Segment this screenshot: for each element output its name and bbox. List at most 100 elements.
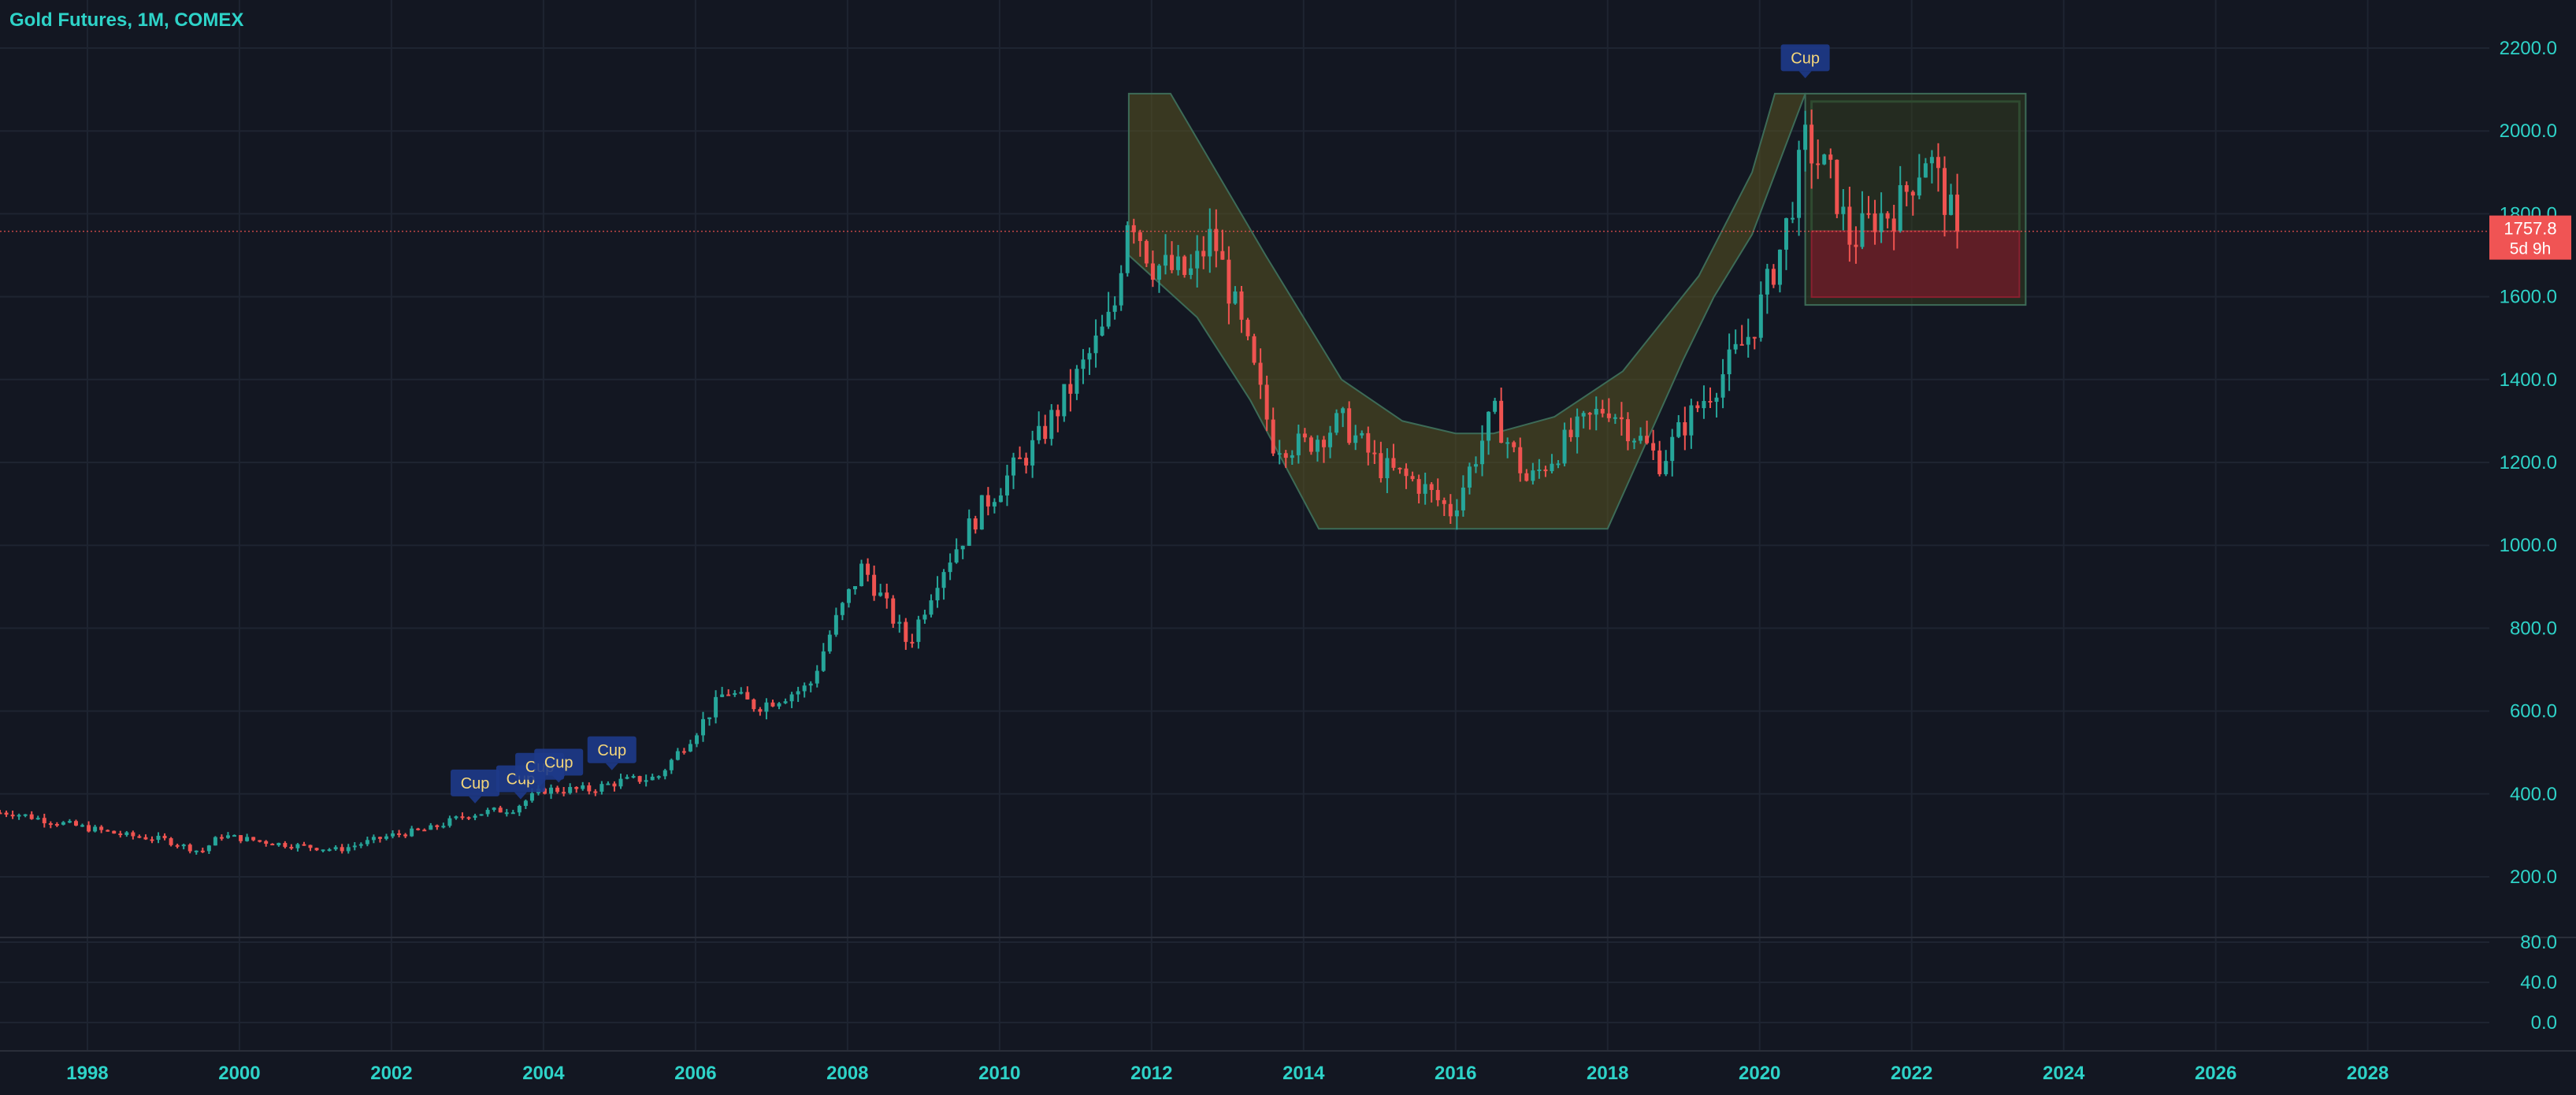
candle-down	[403, 834, 408, 837]
candle-up	[517, 805, 522, 813]
candle-up	[948, 562, 952, 573]
candle-up	[840, 603, 844, 615]
cup-label-text: Cup	[1791, 50, 1820, 67]
candle-up	[581, 785, 585, 789]
x-tick-label: 2014	[1282, 1063, 1325, 1084]
candle-up	[1860, 213, 1865, 247]
candle-down	[1910, 191, 1915, 196]
cup-pattern	[1127, 92, 2027, 530]
candle-down	[10, 815, 15, 817]
candle-down	[137, 836, 142, 838]
candle-down	[562, 792, 566, 794]
candle-down	[574, 787, 579, 789]
candle-up	[384, 836, 388, 839]
candle-down	[1397, 467, 1402, 470]
candle-down	[1308, 437, 1313, 452]
candle-down	[612, 783, 617, 787]
candle-up	[529, 792, 534, 801]
candle-up	[1531, 470, 1535, 481]
candle-down	[1182, 256, 1187, 276]
candle-down	[1568, 429, 1573, 437]
candle-down	[308, 844, 313, 848]
cup-label-pointer	[1798, 71, 1812, 79]
cup-label-pointer	[533, 779, 547, 787]
candle-down	[885, 592, 889, 599]
candle-down	[1227, 259, 1231, 304]
candle-up	[1195, 251, 1200, 269]
candle-down	[904, 622, 908, 642]
candle-up	[1758, 294, 1763, 338]
candle-up	[631, 776, 636, 778]
axes: 2200.02000.01800.01600.01400.01200.01000…	[0, 38, 2571, 1084]
candle-up	[1341, 408, 1346, 414]
candle-down	[1271, 419, 1275, 454]
candle-down	[1891, 218, 1896, 232]
candle-down	[1283, 453, 1288, 458]
candle-up	[206, 845, 211, 852]
candle-down	[973, 518, 978, 530]
candle-up	[1562, 429, 1567, 464]
candle-down	[1442, 499, 1446, 504]
candle-down	[985, 495, 990, 507]
cup-label-pointer	[605, 763, 618, 770]
candle-down	[1302, 433, 1307, 438]
candle-up	[922, 614, 927, 620]
candle-up	[656, 776, 661, 778]
candle-up	[194, 850, 199, 852]
candle-up	[815, 670, 819, 684]
candle-up	[225, 835, 230, 838]
candle-down	[1366, 432, 1371, 453]
candle-down	[1220, 251, 1225, 260]
candle-up	[485, 810, 490, 815]
candle-up	[1480, 440, 1485, 465]
candle-up	[1720, 374, 1725, 398]
x-tick-label: 2022	[1891, 1063, 1932, 1084]
candle-up	[1454, 510, 1459, 517]
candle-up	[1797, 150, 1802, 218]
candle-down	[377, 837, 382, 839]
candle-down	[1587, 413, 1592, 415]
y-tick-label: 600.0	[2510, 701, 2557, 722]
candle-down	[118, 833, 123, 836]
candle-up	[1575, 416, 1579, 437]
candle-up	[365, 840, 369, 844]
candle-down	[87, 825, 91, 832]
candle-up	[1360, 432, 1364, 436]
candle-up	[1664, 461, 1668, 474]
candle-down	[752, 699, 756, 710]
candle-up	[1030, 440, 1035, 466]
candle-down	[112, 830, 117, 834]
candle-down	[397, 833, 402, 835]
candle-up	[1163, 254, 1167, 266]
y-tick-label: 800.0	[2510, 618, 2557, 639]
candle-down	[587, 785, 592, 792]
candle-up	[1765, 269, 1769, 295]
candle-down	[1936, 157, 1940, 169]
candle-up	[1505, 442, 1510, 444]
candle-up	[473, 815, 477, 818]
candle-up	[1290, 455, 1294, 458]
cup-label-text: Cup	[461, 775, 490, 792]
candle-down	[1739, 343, 1744, 346]
candle-down	[48, 823, 53, 826]
candle-up	[568, 787, 573, 793]
candle-up	[333, 847, 338, 850]
candle-down	[1600, 409, 1605, 414]
cup-label-box	[1780, 44, 1830, 72]
cup-label-pointer	[552, 775, 566, 783]
y-tick-label: 1400.0	[2500, 369, 2557, 391]
candle-down	[258, 840, 262, 842]
candle-down	[1138, 232, 1142, 241]
candle-up	[833, 614, 838, 635]
candle-up	[783, 701, 788, 703]
x-tick-label: 2010	[978, 1063, 1020, 1084]
candle-down	[1372, 452, 1377, 455]
candle-up	[295, 844, 300, 848]
candle-down	[726, 694, 731, 696]
candle-down	[1239, 291, 1244, 320]
candle-down	[131, 832, 135, 837]
candle-down	[1201, 251, 1206, 257]
candle-up	[1670, 436, 1675, 462]
